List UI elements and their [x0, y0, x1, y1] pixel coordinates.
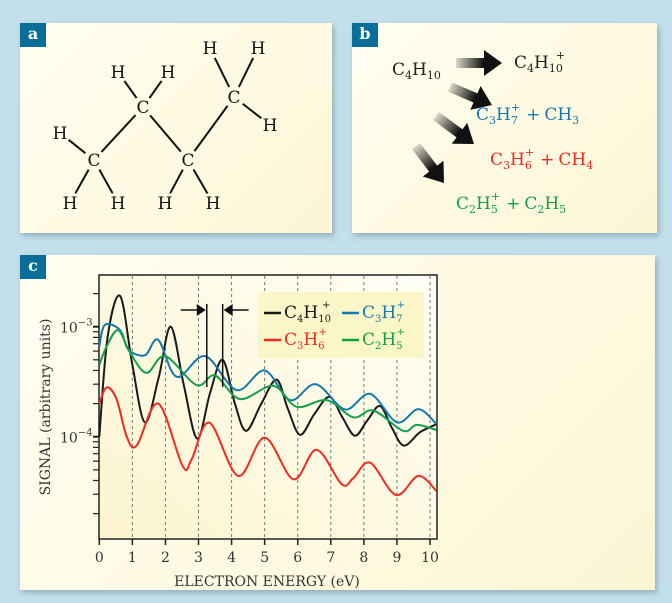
x-tick-label: 8	[359, 550, 368, 566]
legend-label: C3H7+	[362, 300, 405, 325]
reaction-arrow-icon	[433, 111, 475, 145]
x-tick-label: 5	[260, 550, 269, 566]
c-h-bond	[74, 169, 90, 194]
series-line-C2H5+	[98, 329, 437, 433]
panel-b: b C4H10 C4H10+ C3H7+ + CH3 C3H6+ + CH4 C2H5+ + C2…	[352, 23, 657, 233]
product-formula: C2H5+ + C2H5	[456, 190, 566, 216]
x-tick-label: 7	[326, 550, 335, 566]
product-formula: C3H7+ + CH3	[476, 101, 579, 127]
c-h-bond	[67, 139, 87, 154]
legend-label: C2H5+	[362, 327, 405, 352]
x-tick-label: 10	[421, 550, 439, 566]
hydrogen-atom: H	[53, 124, 68, 144]
product-formula: C4H10+	[514, 49, 565, 75]
carbon-atom: C	[227, 88, 240, 108]
x-tick-label: 4	[227, 550, 236, 566]
product-formula: C3H6+ + CH4	[490, 146, 593, 172]
series-line-C4H10+	[98, 294, 438, 447]
hydrogen-atom: H	[111, 194, 126, 214]
reaction-arrow-icon	[448, 82, 492, 110]
reaction-arrow-icon	[456, 50, 502, 76]
series-line-C3H6+	[98, 386, 438, 497]
c-h-bond	[237, 57, 255, 88]
x-tick-label: 9	[392, 550, 401, 566]
panel-a-label: a	[20, 23, 46, 47]
c-h-bond	[192, 169, 209, 194]
fragmentation-scheme: C4H10 C4H10+ C3H7+ + CH3 C3H6+ + CH4 C2H5+ + C2H5	[392, 49, 593, 216]
arrowhead-icon	[196, 304, 206, 316]
y-tick-label: 10−3	[60, 318, 93, 337]
x-tick-label: 1	[128, 550, 137, 566]
x-tick-label: 3	[194, 550, 203, 566]
legend-label: C4H10+	[284, 300, 331, 325]
c-h-bond	[169, 169, 184, 194]
panel-c-label: c	[20, 255, 46, 279]
carbon-atom: C	[136, 98, 149, 118]
x-tick-label: 6	[293, 550, 302, 566]
hydrogen-atom: H	[263, 116, 278, 136]
c-c-bond	[193, 105, 229, 152]
y-tick-label: 10−4	[60, 428, 93, 447]
reactant-formula: C4H10	[392, 60, 441, 82]
c-c-bond	[100, 114, 137, 153]
c-h-bond	[98, 169, 114, 194]
arrowhead-icon	[223, 304, 233, 316]
carbon-atom: C	[181, 151, 194, 171]
x-tick-label: 0	[95, 550, 104, 566]
hydrogen-atom: H	[111, 63, 126, 83]
hydrogen-atom: H	[203, 39, 218, 59]
c-h-bond	[242, 102, 262, 120]
c-h-bond	[123, 80, 138, 99]
hydrogen-atom: H	[251, 39, 266, 59]
hydrogen-atom: H	[206, 194, 221, 214]
x-tick-label: 2	[161, 550, 170, 566]
hydrogen-atom: H	[158, 194, 173, 214]
x-axis-label: ELECTRON ENERGY (eV)	[174, 574, 360, 590]
panel-b-label: b	[352, 23, 378, 47]
legend-box	[258, 292, 424, 358]
c-h-bond	[148, 80, 163, 99]
legend-label: C3H6+	[284, 327, 327, 352]
c-h-bond	[213, 57, 231, 88]
y-axis-label: SIGNAL (arbitrary units)	[38, 319, 54, 496]
carbon-atom: C	[87, 151, 100, 171]
reaction-arrow-icon	[412, 142, 444, 183]
hydrogen-atom: H	[63, 194, 78, 214]
c-c-bond	[149, 114, 182, 153]
hydrogen-atom: H	[161, 63, 176, 83]
